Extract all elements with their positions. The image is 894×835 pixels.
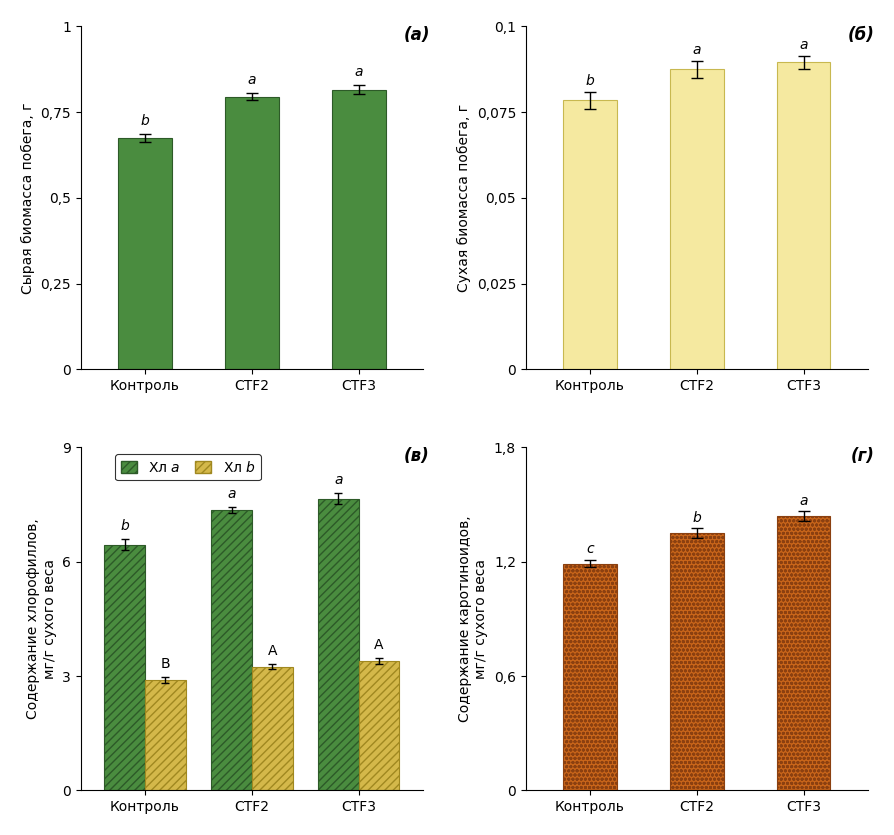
Text: b: b [585, 74, 594, 89]
Bar [562, 564, 616, 791]
Y-axis label: Содержание каротиноидов,
мг/г сухого веса: Содержание каротиноидов, мг/г сухого вес… [458, 515, 488, 722]
Text: (в): (в) [403, 448, 429, 465]
Bar [225, 97, 278, 369]
Text: A: A [267, 644, 276, 658]
Bar [317, 498, 358, 791]
Text: a: a [333, 473, 342, 488]
Text: (а): (а) [403, 27, 429, 44]
Text: a: a [248, 73, 256, 87]
Text: a: a [798, 493, 807, 508]
Text: b: b [692, 511, 700, 525]
Bar [670, 533, 722, 791]
Bar [670, 69, 722, 369]
Legend: Хл $a$, Хл $b$: Хл $a$, Хл $b$ [115, 454, 261, 480]
Bar [105, 544, 145, 791]
Bar [776, 63, 830, 369]
Text: B: B [160, 657, 170, 671]
Y-axis label: Содержание хлорофиллов,
мг/г сухого веса: Содержание хлорофиллов, мг/г сухого веса [27, 519, 56, 719]
Bar [358, 660, 399, 791]
Bar [251, 666, 292, 791]
Text: b: b [140, 114, 149, 128]
Bar [332, 90, 385, 369]
Text: c: c [586, 543, 593, 556]
Text: a: a [692, 43, 700, 58]
Bar [562, 100, 616, 369]
Bar [118, 138, 172, 369]
Text: a: a [798, 38, 807, 52]
Bar [145, 680, 185, 791]
Bar [776, 516, 830, 791]
Text: a: a [354, 65, 363, 79]
Text: A: A [374, 638, 384, 652]
Y-axis label: Сырая биомасса побега, г: Сырая биомасса побега, г [21, 102, 35, 294]
Text: (г): (г) [850, 448, 873, 465]
Text: a: a [227, 488, 235, 502]
Bar [211, 510, 251, 791]
Y-axis label: Сухая биомасса побега, г: Сухая биомасса побега, г [457, 104, 470, 292]
Text: b: b [120, 519, 129, 533]
Text: (б): (б) [847, 27, 873, 44]
